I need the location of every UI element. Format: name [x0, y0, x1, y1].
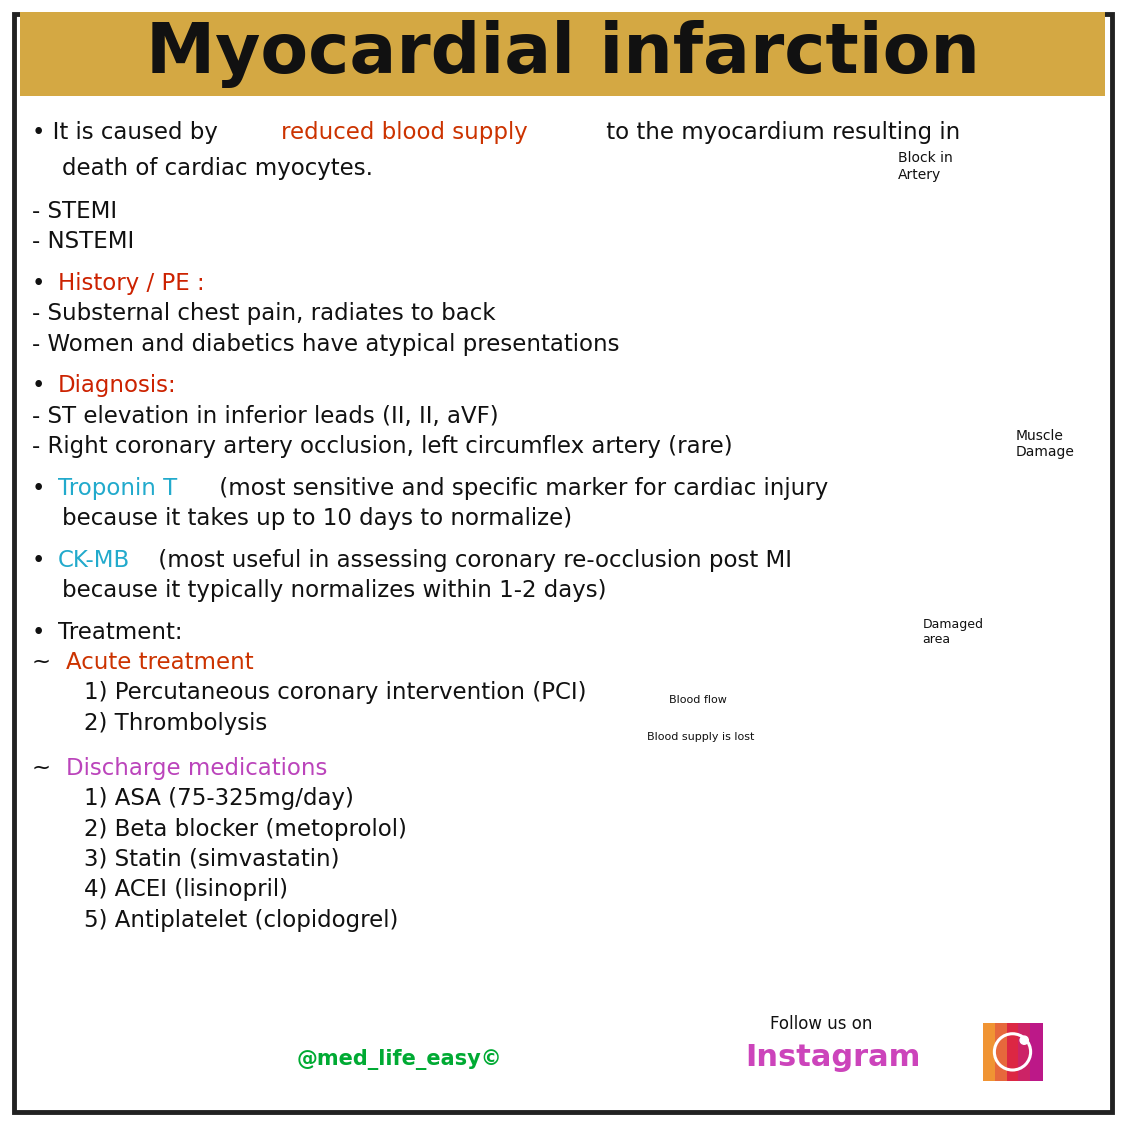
- Text: ~: ~: [32, 651, 57, 674]
- Text: Block in
Artery: Block in Artery: [898, 152, 953, 181]
- Text: History / PE :: History / PE :: [58, 272, 205, 295]
- Text: 1) ASA (75-325mg/day): 1) ASA (75-325mg/day): [84, 788, 354, 810]
- Text: Blood flow: Blood flow: [669, 695, 727, 704]
- FancyBboxPatch shape: [1018, 1023, 1032, 1081]
- Text: because it typically normalizes within 1-2 days): because it typically normalizes within 1…: [62, 579, 606, 602]
- Text: 2) Thrombolysis: 2) Thrombolysis: [84, 712, 268, 735]
- Text: • It is caused by: • It is caused by: [32, 122, 225, 144]
- Text: Muscle
Damage: Muscle Damage: [1016, 430, 1074, 459]
- Text: 1) Percutaneous coronary intervention (PCI): 1) Percutaneous coronary intervention (P…: [84, 682, 587, 704]
- Text: •: •: [32, 375, 52, 397]
- FancyBboxPatch shape: [994, 1023, 1008, 1081]
- Text: ~: ~: [32, 757, 57, 780]
- Text: - Substernal chest pain, radiates to back: - Substernal chest pain, radiates to bac…: [32, 303, 495, 325]
- Text: (most sensitive and specific marker for cardiac injury: (most sensitive and specific marker for …: [212, 477, 828, 500]
- Text: 5) Antiplatelet (clopidogrel): 5) Antiplatelet (clopidogrel): [84, 909, 398, 932]
- Text: Diagnosis:: Diagnosis:: [58, 375, 177, 397]
- Text: Damaged
area: Damaged area: [922, 619, 983, 646]
- Text: to the myocardium resulting in: to the myocardium resulting in: [600, 122, 961, 144]
- FancyBboxPatch shape: [983, 1023, 996, 1081]
- Text: CK-MB: CK-MB: [58, 549, 130, 572]
- Text: Blood supply is lost: Blood supply is lost: [647, 732, 754, 741]
- Text: - NSTEMI: - NSTEMI: [32, 231, 134, 253]
- Text: - Right coronary artery occlusion, left circumflex artery (rare): - Right coronary artery occlusion, left …: [32, 435, 732, 458]
- Text: death of cardiac myocytes.: death of cardiac myocytes.: [62, 158, 372, 180]
- Text: because it takes up to 10 days to normalize): because it takes up to 10 days to normal…: [62, 507, 572, 530]
- FancyBboxPatch shape: [20, 12, 1105, 96]
- Text: •: •: [32, 272, 52, 295]
- Text: - ST elevation in inferior leads (II, II, aVF): - ST elevation in inferior leads (II, II…: [32, 405, 498, 428]
- Text: @med_life_easy©: @med_life_easy©: [297, 1050, 502, 1070]
- Text: - Women and diabetics have atypical presentations: - Women and diabetics have atypical pres…: [32, 333, 619, 356]
- Text: •: •: [32, 549, 52, 572]
- Text: •: •: [32, 477, 52, 500]
- FancyBboxPatch shape: [14, 14, 1112, 1112]
- Text: Treatment:: Treatment:: [58, 621, 182, 643]
- Circle shape: [1020, 1036, 1028, 1044]
- Text: (most useful in assessing coronary re-occlusion post MI: (most useful in assessing coronary re-oc…: [152, 549, 792, 572]
- Text: 3) Statin (simvastatin): 3) Statin (simvastatin): [84, 848, 340, 871]
- Text: Follow us on: Follow us on: [770, 1015, 873, 1033]
- Text: Myocardial infarction: Myocardial infarction: [145, 20, 980, 88]
- Text: Acute treatment: Acute treatment: [65, 651, 253, 674]
- FancyBboxPatch shape: [1030, 1023, 1043, 1081]
- Text: Discharge medications: Discharge medications: [65, 757, 327, 780]
- Text: Troponin T: Troponin T: [58, 477, 178, 500]
- Text: reduced blood supply: reduced blood supply: [281, 122, 528, 144]
- Text: 4) ACEI (lisinopril): 4) ACEI (lisinopril): [84, 879, 288, 901]
- Text: Instagram: Instagram: [745, 1043, 920, 1072]
- Text: - STEMI: - STEMI: [32, 200, 117, 223]
- Text: •: •: [32, 621, 52, 643]
- FancyBboxPatch shape: [1007, 1023, 1019, 1081]
- Text: 2) Beta blocker (metoprolol): 2) Beta blocker (metoprolol): [84, 818, 407, 840]
